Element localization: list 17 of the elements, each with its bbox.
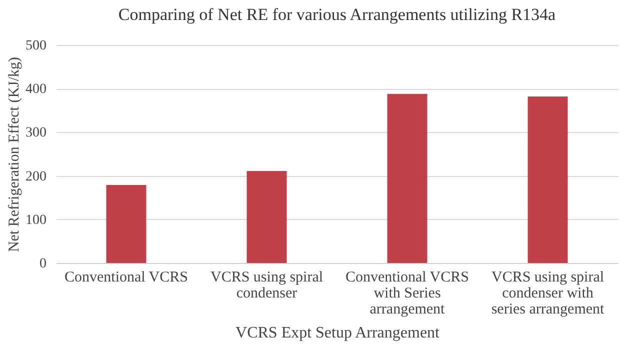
y-tick-label: 300 (26, 126, 46, 141)
y-axis-title: Net Refrigeration Effect (KJ/kg) (6, 56, 22, 252)
x-axis-title: VCRS Expt Setup Arrangement (236, 324, 440, 342)
x-tick-label: Conventional VCRS (64, 270, 188, 286)
y-tick-label: 0 (40, 256, 46, 272)
bar (387, 94, 428, 263)
y-tick-label: 400 (26, 82, 46, 98)
bar (106, 184, 146, 263)
y-tick-label: 200 (26, 169, 46, 184)
bar (246, 171, 287, 263)
x-tick-label: VCRS using spiral condenser (210, 270, 324, 302)
chart-title: Comparing of Net RE for various Arrangements utilizing R134a (118, 5, 556, 24)
x-tick-label: Conventional VCRS with Series arrangement (346, 270, 469, 318)
y-tick-label: 100 (26, 212, 46, 228)
x-tick-label: VCRS using spiral condenser with series arrangement (491, 270, 606, 318)
bar (528, 96, 568, 263)
y-tick-label: 500 (26, 38, 46, 54)
